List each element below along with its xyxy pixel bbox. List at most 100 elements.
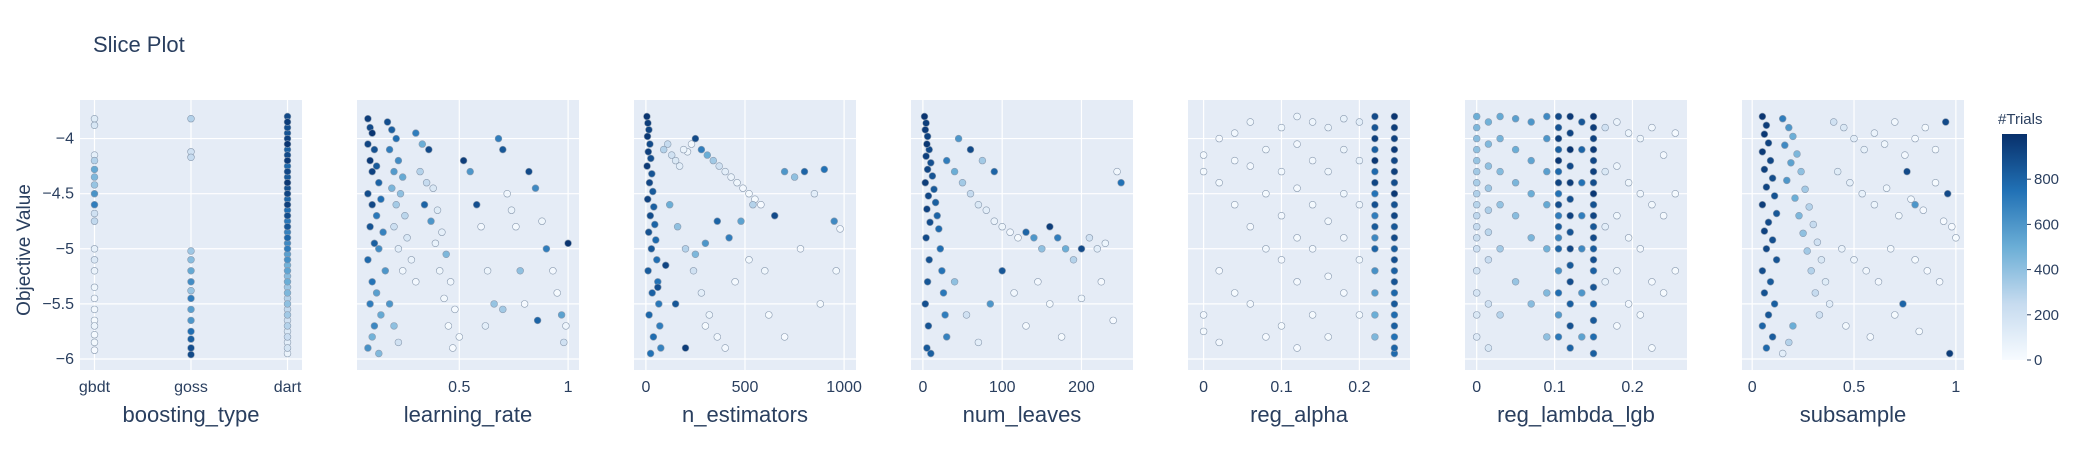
data-point xyxy=(418,140,426,148)
data-point xyxy=(1277,256,1286,264)
data-point xyxy=(1787,159,1795,167)
data-point xyxy=(368,201,376,209)
data-point xyxy=(749,201,757,209)
x-axis-label: num_leaves xyxy=(963,402,1082,427)
data-point xyxy=(1795,212,1803,220)
data-point xyxy=(655,300,663,308)
data-point xyxy=(1589,300,1598,308)
data-point xyxy=(516,267,524,275)
x-tick-label: 0 xyxy=(1748,379,1757,396)
data-point xyxy=(1648,278,1656,286)
data-point xyxy=(438,228,446,236)
x-tick-label: 0.2 xyxy=(1348,379,1370,396)
data-point xyxy=(407,256,416,264)
data-point xyxy=(942,156,951,165)
data-point xyxy=(739,184,747,192)
data-point xyxy=(1390,179,1399,187)
data-point xyxy=(1085,234,1094,242)
data-point xyxy=(1911,256,1919,264)
data-point xyxy=(737,217,745,225)
data-point xyxy=(1882,184,1891,192)
data-point xyxy=(1907,195,1915,203)
data-point xyxy=(1636,245,1645,253)
data-point xyxy=(444,322,453,330)
data-point xyxy=(90,338,99,347)
data-point xyxy=(1613,267,1621,275)
data-point xyxy=(1308,245,1317,253)
data-point xyxy=(1308,156,1317,165)
data-point xyxy=(648,170,656,178)
data-point xyxy=(962,311,971,319)
data-point xyxy=(187,278,195,286)
data-point xyxy=(1390,245,1399,253)
data-point xyxy=(90,209,99,218)
data-point xyxy=(1952,234,1960,242)
data-point xyxy=(830,217,838,225)
data-point xyxy=(1866,333,1875,341)
data-point xyxy=(1215,134,1223,143)
data-point xyxy=(90,181,99,189)
data-point xyxy=(1527,190,1535,198)
data-point xyxy=(1566,129,1574,137)
data-point xyxy=(930,185,938,194)
data-point xyxy=(1554,245,1563,253)
data-point xyxy=(1601,278,1609,286)
data-point xyxy=(1636,311,1645,319)
data-point xyxy=(1527,234,1535,242)
data-point xyxy=(1390,322,1399,330)
data-point xyxy=(370,239,379,248)
data-point xyxy=(705,311,713,319)
data-point xyxy=(1811,289,1820,297)
data-point xyxy=(1789,132,1797,141)
data-point xyxy=(1762,344,1771,352)
data-point xyxy=(701,322,710,330)
data-point xyxy=(283,212,292,220)
data-point xyxy=(1472,223,1481,231)
data-point xyxy=(1496,167,1504,176)
data-point xyxy=(1199,311,1208,319)
data-point xyxy=(1246,118,1255,126)
data-point xyxy=(1554,223,1563,231)
data-point xyxy=(1484,184,1493,192)
data-point xyxy=(1022,322,1030,330)
data-point xyxy=(1109,316,1117,325)
data-point xyxy=(657,344,665,352)
subplot-n_estimators: 0 500 1000 n_estimators xyxy=(634,100,862,427)
data-point xyxy=(520,300,529,308)
data-point xyxy=(1293,234,1301,242)
data-point xyxy=(1371,245,1379,253)
data-point xyxy=(377,311,385,319)
data-point xyxy=(727,173,735,181)
data-point xyxy=(643,112,651,121)
data-point xyxy=(1842,322,1850,330)
data-point xyxy=(394,245,403,253)
data-point xyxy=(364,114,372,123)
data-point xyxy=(1578,245,1586,253)
data-point xyxy=(770,212,779,220)
data-point xyxy=(644,148,652,156)
data-point xyxy=(1578,289,1586,297)
data-point xyxy=(477,223,485,231)
data-point xyxy=(436,267,444,275)
data-point xyxy=(1589,179,1598,187)
data-point xyxy=(1791,194,1799,202)
data-point xyxy=(1543,167,1551,176)
data-point xyxy=(401,212,409,220)
data-point xyxy=(990,167,998,176)
data-point xyxy=(1390,223,1399,231)
data-point xyxy=(1472,201,1481,209)
data-point xyxy=(564,239,572,248)
data-point xyxy=(440,294,448,303)
data-point xyxy=(1077,294,1086,303)
data-point xyxy=(1543,112,1551,121)
data-point xyxy=(1945,349,1954,358)
data-point xyxy=(1543,245,1551,253)
data-point xyxy=(966,145,975,154)
data-point xyxy=(1903,167,1911,176)
data-point xyxy=(1613,322,1621,330)
data-point xyxy=(1886,245,1895,253)
data-point xyxy=(1793,150,1801,158)
data-point xyxy=(1262,190,1270,198)
data-point xyxy=(733,179,741,187)
data-point xyxy=(820,165,828,174)
